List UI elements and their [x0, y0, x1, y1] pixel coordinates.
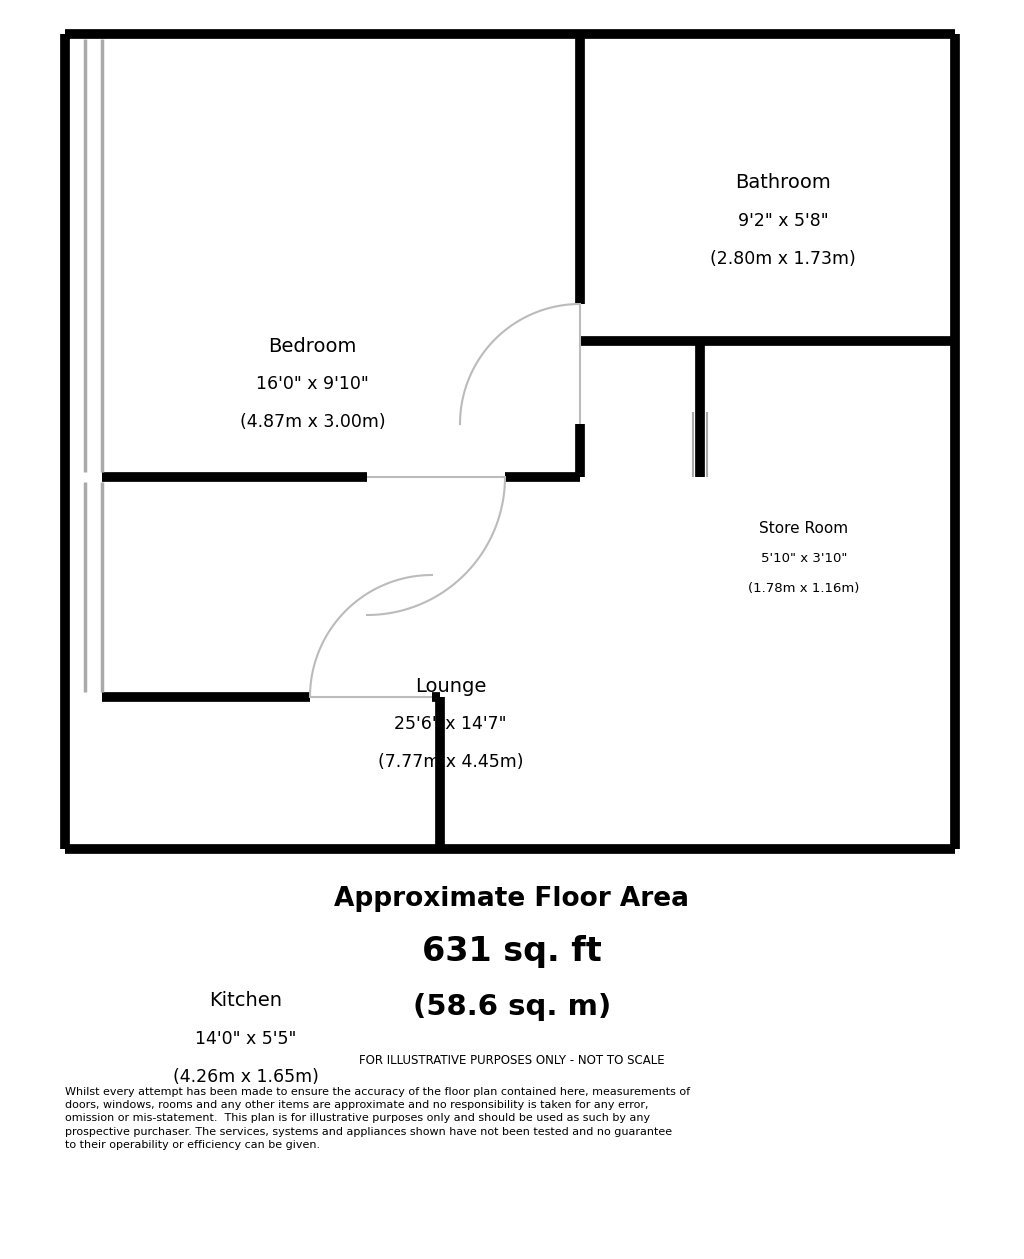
Text: Whilst every attempt has been made to ensure the accuracy of the floor plan cont: Whilst every attempt has been made to en… — [65, 1087, 690, 1149]
Text: 631 sq. ft: 631 sq. ft — [422, 935, 602, 968]
Text: Bathroom: Bathroom — [735, 172, 831, 193]
Text: 5'10" x 3'10": 5'10" x 3'10" — [761, 553, 847, 565]
Text: (4.87m x 3.00m): (4.87m x 3.00m) — [240, 413, 385, 432]
Text: Lounge: Lounge — [415, 676, 486, 696]
Text: (4.26m x 1.65m): (4.26m x 1.65m) — [173, 1068, 318, 1087]
Text: 16'0" x 9'10": 16'0" x 9'10" — [256, 375, 369, 393]
Text: (7.77m x 4.45m): (7.77m x 4.45m) — [378, 753, 523, 772]
Text: Bedroom: Bedroom — [268, 336, 356, 356]
Text: (58.6 sq. m): (58.6 sq. m) — [413, 993, 611, 1021]
Text: 14'0" x 5'5": 14'0" x 5'5" — [196, 1030, 296, 1047]
Text: Kitchen: Kitchen — [209, 991, 283, 1011]
Text: FOR ILLUSTRATIVE PURPOSES ONLY - NOT TO SCALE: FOR ILLUSTRATIVE PURPOSES ONLY - NOT TO … — [359, 1055, 665, 1068]
Text: Approximate Floor Area: Approximate Floor Area — [335, 886, 689, 912]
Text: Store Room: Store Room — [759, 521, 849, 536]
Text: (1.78m x 1.16m): (1.78m x 1.16m) — [749, 582, 859, 596]
Text: 9'2" x 5'8": 9'2" x 5'8" — [738, 212, 828, 229]
Text: (2.80m x 1.73m): (2.80m x 1.73m) — [711, 249, 856, 268]
Text: 25'6" x 14'7": 25'6" x 14'7" — [394, 715, 507, 733]
